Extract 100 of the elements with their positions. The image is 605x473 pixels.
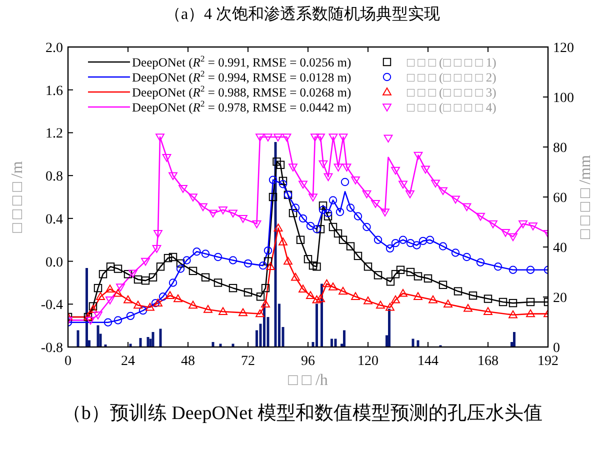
y-tick-label: 2.0 [46, 41, 63, 56]
point [98, 270, 108, 278]
point [298, 180, 308, 189]
point [264, 257, 272, 266]
point [364, 262, 372, 271]
point [198, 203, 208, 212]
point [398, 288, 408, 297]
point [124, 295, 132, 304]
point [518, 220, 528, 228]
point [244, 259, 252, 268]
legend-label: DeepONet (R$^{2}$ = 0.991, RMSE = 0.0256 m) [132, 54, 352, 70]
x-tick-label: 144 [418, 354, 438, 369]
point [526, 266, 535, 274]
x-tick-label: 48 [181, 354, 195, 369]
point [468, 291, 478, 300]
point [218, 307, 228, 316]
point [88, 305, 98, 313]
point [526, 298, 535, 306]
point [508, 298, 518, 308]
bar [86, 268, 88, 347]
point [376, 300, 385, 309]
point [414, 292, 422, 300]
point [316, 294, 325, 302]
bar [146, 337, 150, 347]
point [462, 252, 471, 262]
point [238, 215, 248, 223]
point [398, 180, 408, 189]
point [266, 262, 275, 270]
y-tick-label: 0.8 [46, 170, 63, 185]
point [154, 230, 162, 238]
point [278, 238, 288, 246]
point [334, 229, 342, 238]
point [476, 212, 485, 221]
point [201, 250, 210, 258]
y2-tick-label: 20 [553, 291, 567, 306]
point [218, 206, 228, 214]
point [526, 309, 535, 318]
y2-tick-label: 60 [553, 191, 567, 206]
point [298, 214, 308, 223]
point [494, 262, 502, 271]
point [316, 134, 325, 142]
y-tick-label: 0.4 [46, 212, 63, 228]
point [426, 236, 434, 244]
legend-label: □ □ □ (□ □ □ □ 2) [407, 70, 496, 84]
point [391, 166, 400, 175]
y2-tick-label: 40 [553, 241, 567, 256]
y2-axis-title: □ □ □ □ /mm [577, 154, 594, 239]
point [94, 311, 102, 320]
point [114, 288, 122, 297]
point [178, 185, 188, 193]
title: （a）4 次饱和渗透系数随机场典型实现 [164, 4, 442, 25]
point [256, 292, 265, 301]
point [312, 295, 322, 304]
point [354, 212, 362, 220]
x-axis-title: □ □ /h [288, 372, 328, 389]
point [374, 271, 382, 280]
point [156, 262, 165, 271]
point [208, 210, 218, 218]
point [386, 278, 395, 286]
point [268, 192, 278, 202]
point [431, 180, 440, 188]
x-tick-label: 192 [538, 354, 558, 369]
point [274, 224, 283, 232]
point [324, 208, 332, 218]
point [396, 266, 405, 274]
point [462, 203, 472, 212]
point [412, 241, 421, 250]
point [336, 208, 344, 216]
point [168, 172, 178, 180]
point [312, 225, 321, 234]
point [288, 164, 298, 172]
point [141, 258, 150, 266]
point [154, 298, 162, 306]
point [201, 273, 210, 282]
point [114, 264, 122, 273]
point [414, 152, 423, 160]
point [214, 278, 222, 287]
y-tick-label: -0.4 [40, 298, 63, 314]
bar [152, 332, 154, 347]
point [508, 266, 518, 274]
legend-label: DeepONet (R$^{2}$ = 0.978, RMSE = 0.0442 m) [132, 98, 352, 114]
point [428, 295, 438, 304]
bar [76, 330, 80, 347]
point [386, 244, 394, 253]
y2-tick-label: 100 [553, 91, 574, 106]
point [508, 233, 518, 242]
point [278, 176, 288, 186]
point [328, 196, 338, 204]
point [398, 236, 408, 244]
point [484, 307, 492, 316]
point [188, 266, 198, 276]
legend-label: DeepONet (R$^{2}$ = 0.988, RMSE = 0.0268 m) [132, 84, 352, 100]
point [338, 286, 348, 295]
point [261, 300, 270, 308]
point [164, 254, 172, 262]
point [386, 302, 394, 311]
legend-label: □ □ □ (□ □ □ □ 4) [407, 100, 496, 114]
point [86, 316, 95, 325]
point [498, 298, 508, 306]
point [464, 304, 472, 312]
